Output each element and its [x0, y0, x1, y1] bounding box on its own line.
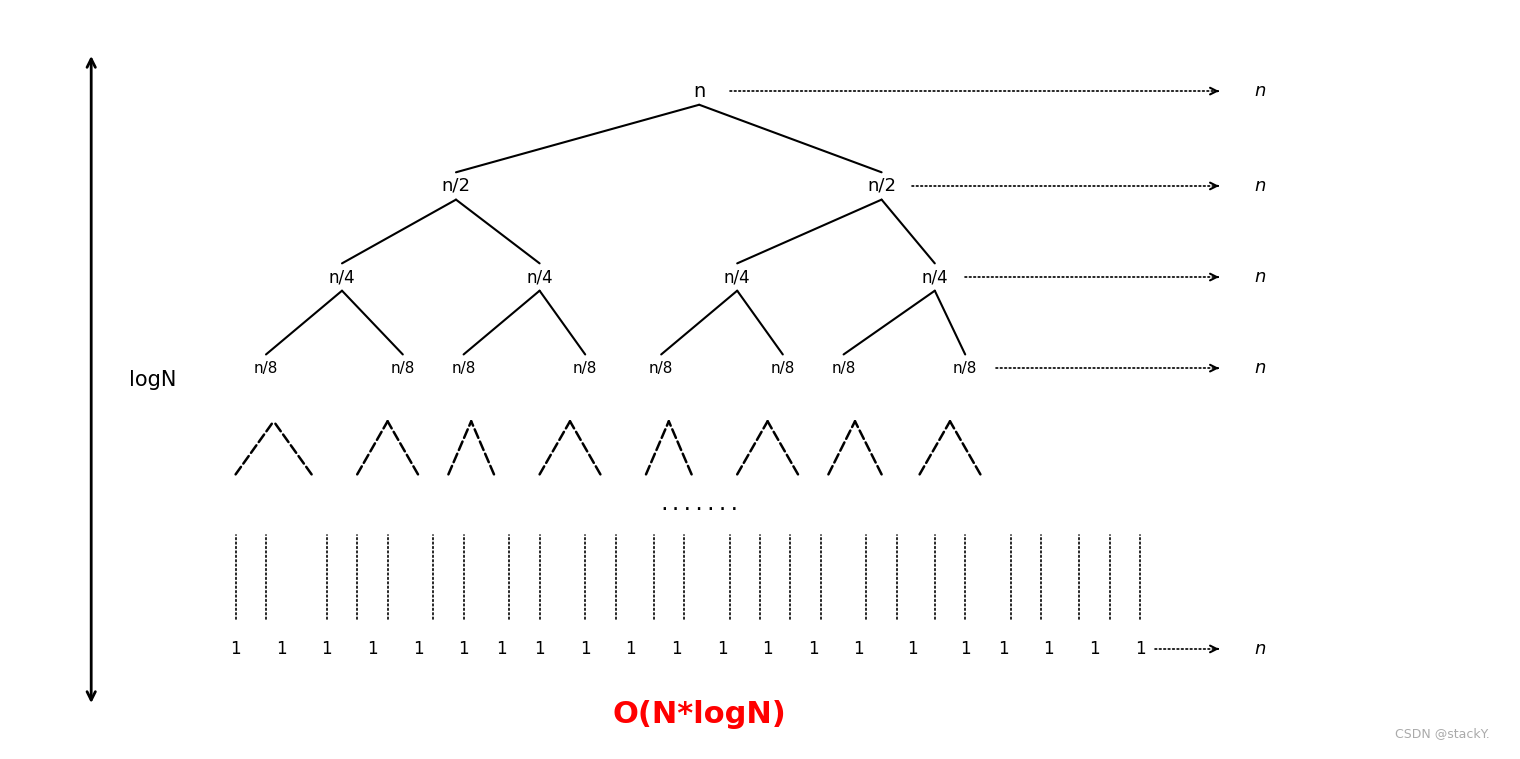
Text: 1: 1 [1090, 640, 1099, 658]
Text: O(N*logN): O(N*logN) [613, 700, 786, 729]
Text: 1: 1 [763, 640, 772, 658]
Text: n: n [1254, 640, 1265, 658]
Text: 1: 1 [907, 640, 917, 658]
Text: 1: 1 [231, 640, 240, 658]
Text: n: n [1254, 82, 1265, 100]
Text: n/4: n/4 [328, 268, 356, 286]
Text: n: n [1254, 268, 1265, 286]
Text: 1: 1 [1135, 640, 1145, 658]
Text: 1: 1 [535, 640, 544, 658]
Text: n/8: n/8 [953, 361, 977, 376]
Text: 1: 1 [1044, 640, 1053, 658]
Text: n: n [1254, 359, 1265, 377]
Text: n/8: n/8 [831, 361, 856, 376]
Text: .......: ....... [658, 495, 740, 515]
Text: 1: 1 [999, 640, 1008, 658]
Text: n: n [1254, 177, 1265, 195]
Text: 1: 1 [413, 640, 423, 658]
Text: n/8: n/8 [771, 361, 795, 376]
Text: 1: 1 [277, 640, 286, 658]
Text: n/4: n/4 [921, 268, 948, 286]
Text: 1: 1 [626, 640, 635, 658]
Text: n/8: n/8 [451, 361, 476, 376]
Text: logN: logN [129, 370, 176, 389]
Text: 1: 1 [809, 640, 818, 658]
Text: 1: 1 [459, 640, 468, 658]
Text: 1: 1 [322, 640, 331, 658]
Text: n/4: n/4 [724, 268, 751, 286]
Text: n/8: n/8 [573, 361, 597, 376]
Text: 1: 1 [717, 640, 727, 658]
Text: n/2: n/2 [866, 177, 897, 195]
Text: n/8: n/8 [254, 361, 278, 376]
Text: 1: 1 [497, 640, 506, 658]
Text: 1: 1 [854, 640, 863, 658]
Text: n/8: n/8 [391, 361, 415, 376]
Text: 1: 1 [581, 640, 590, 658]
Text: 1: 1 [672, 640, 681, 658]
Text: 1: 1 [961, 640, 970, 658]
Text: 1: 1 [368, 640, 377, 658]
Text: n/8: n/8 [649, 361, 673, 376]
Text: n: n [693, 81, 705, 101]
Text: CSDN @stackY.: CSDN @stackY. [1395, 727, 1490, 740]
Text: n/4: n/4 [526, 268, 553, 286]
Text: n/2: n/2 [441, 177, 471, 195]
